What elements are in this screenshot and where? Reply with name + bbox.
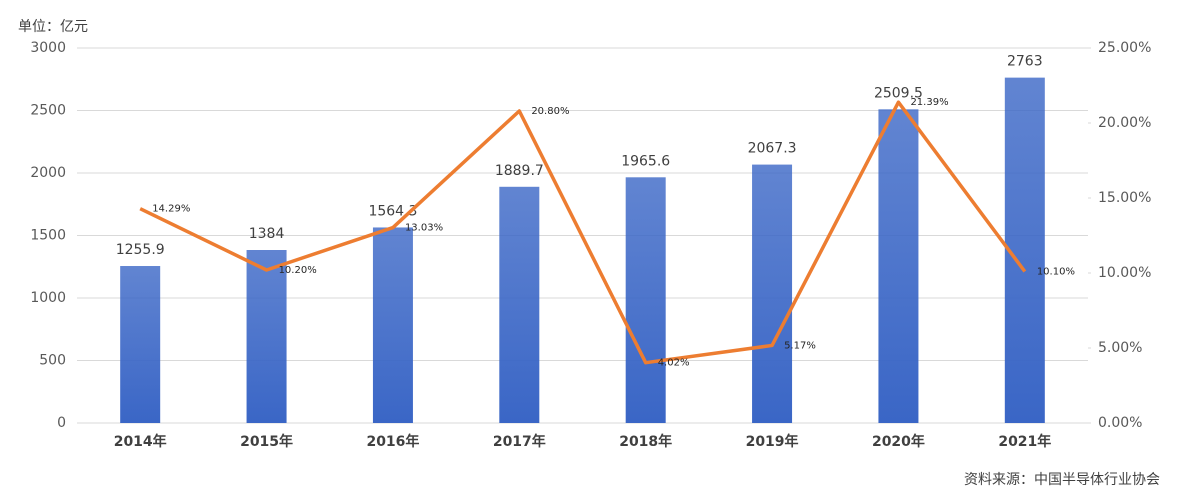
x-tick-label: 2014年: [114, 433, 167, 450]
bar: [246, 250, 287, 423]
line-value-label: 4.02%: [658, 358, 690, 369]
y2-tick-label: 15.00%: [1098, 190, 1151, 206]
x-tick-label: 2017年: [493, 433, 546, 450]
unit-label: 单位：亿元: [18, 19, 88, 35]
y2-tick-label: 5.00%: [1098, 340, 1142, 356]
x-tick-label: 2020年: [872, 433, 925, 450]
bar-value-label: 2067.3: [748, 141, 797, 157]
y-tick-label: 2000: [30, 165, 66, 181]
line-value-label: 10.20%: [279, 265, 317, 276]
x-tick-label: 2021年: [998, 433, 1051, 450]
bar-value-label: 1889.7: [495, 163, 544, 179]
y2-tick-label: 25.00%: [1098, 40, 1151, 56]
y2-tick-label: 10.00%: [1098, 265, 1151, 281]
bar: [120, 266, 161, 423]
bar: [1004, 77, 1045, 423]
bar-value-label: 2763: [1007, 54, 1043, 70]
x-tick-label: 2016年: [366, 433, 419, 450]
line: [139, 100, 1027, 365]
bar: [752, 164, 793, 423]
y-tick-label: 0: [57, 415, 66, 431]
line-value-label: 5.17%: [784, 340, 816, 351]
bar: [625, 177, 666, 423]
line-value-label: 13.03%: [405, 223, 443, 234]
bar-value-label: 1384: [249, 226, 285, 242]
y-tick-label: 2500: [30, 103, 66, 119]
y-tick-label: 500: [39, 353, 66, 369]
line-value-label: 10.10%: [1037, 267, 1075, 278]
line-value-label: 14.29%: [152, 204, 190, 215]
y2-tick-label: 20.00%: [1098, 115, 1151, 131]
bar-value-label: 1255.9: [116, 242, 165, 258]
bar: [499, 186, 540, 423]
line-value-label: 20.80%: [531, 106, 569, 117]
x-tick-label: 2018年: [619, 433, 672, 450]
source: 资料来源：中国半导体行业协会: [964, 472, 1160, 488]
bar-value-label: 2509.5: [874, 85, 923, 101]
x-tick-label: 2019年: [746, 433, 799, 450]
y-tick-label: 1500: [30, 228, 66, 244]
y-tick-label: 3000: [30, 40, 66, 56]
bar: [372, 227, 413, 423]
x-tick-label: 2015年: [240, 433, 293, 450]
bar: [878, 109, 919, 423]
y2-tick-label: 0.00%: [1098, 415, 1142, 431]
y-tick-label: 1000: [30, 290, 66, 306]
bar-value-label: 1965.6: [621, 153, 670, 169]
line-value-label: 21.39%: [910, 97, 948, 108]
